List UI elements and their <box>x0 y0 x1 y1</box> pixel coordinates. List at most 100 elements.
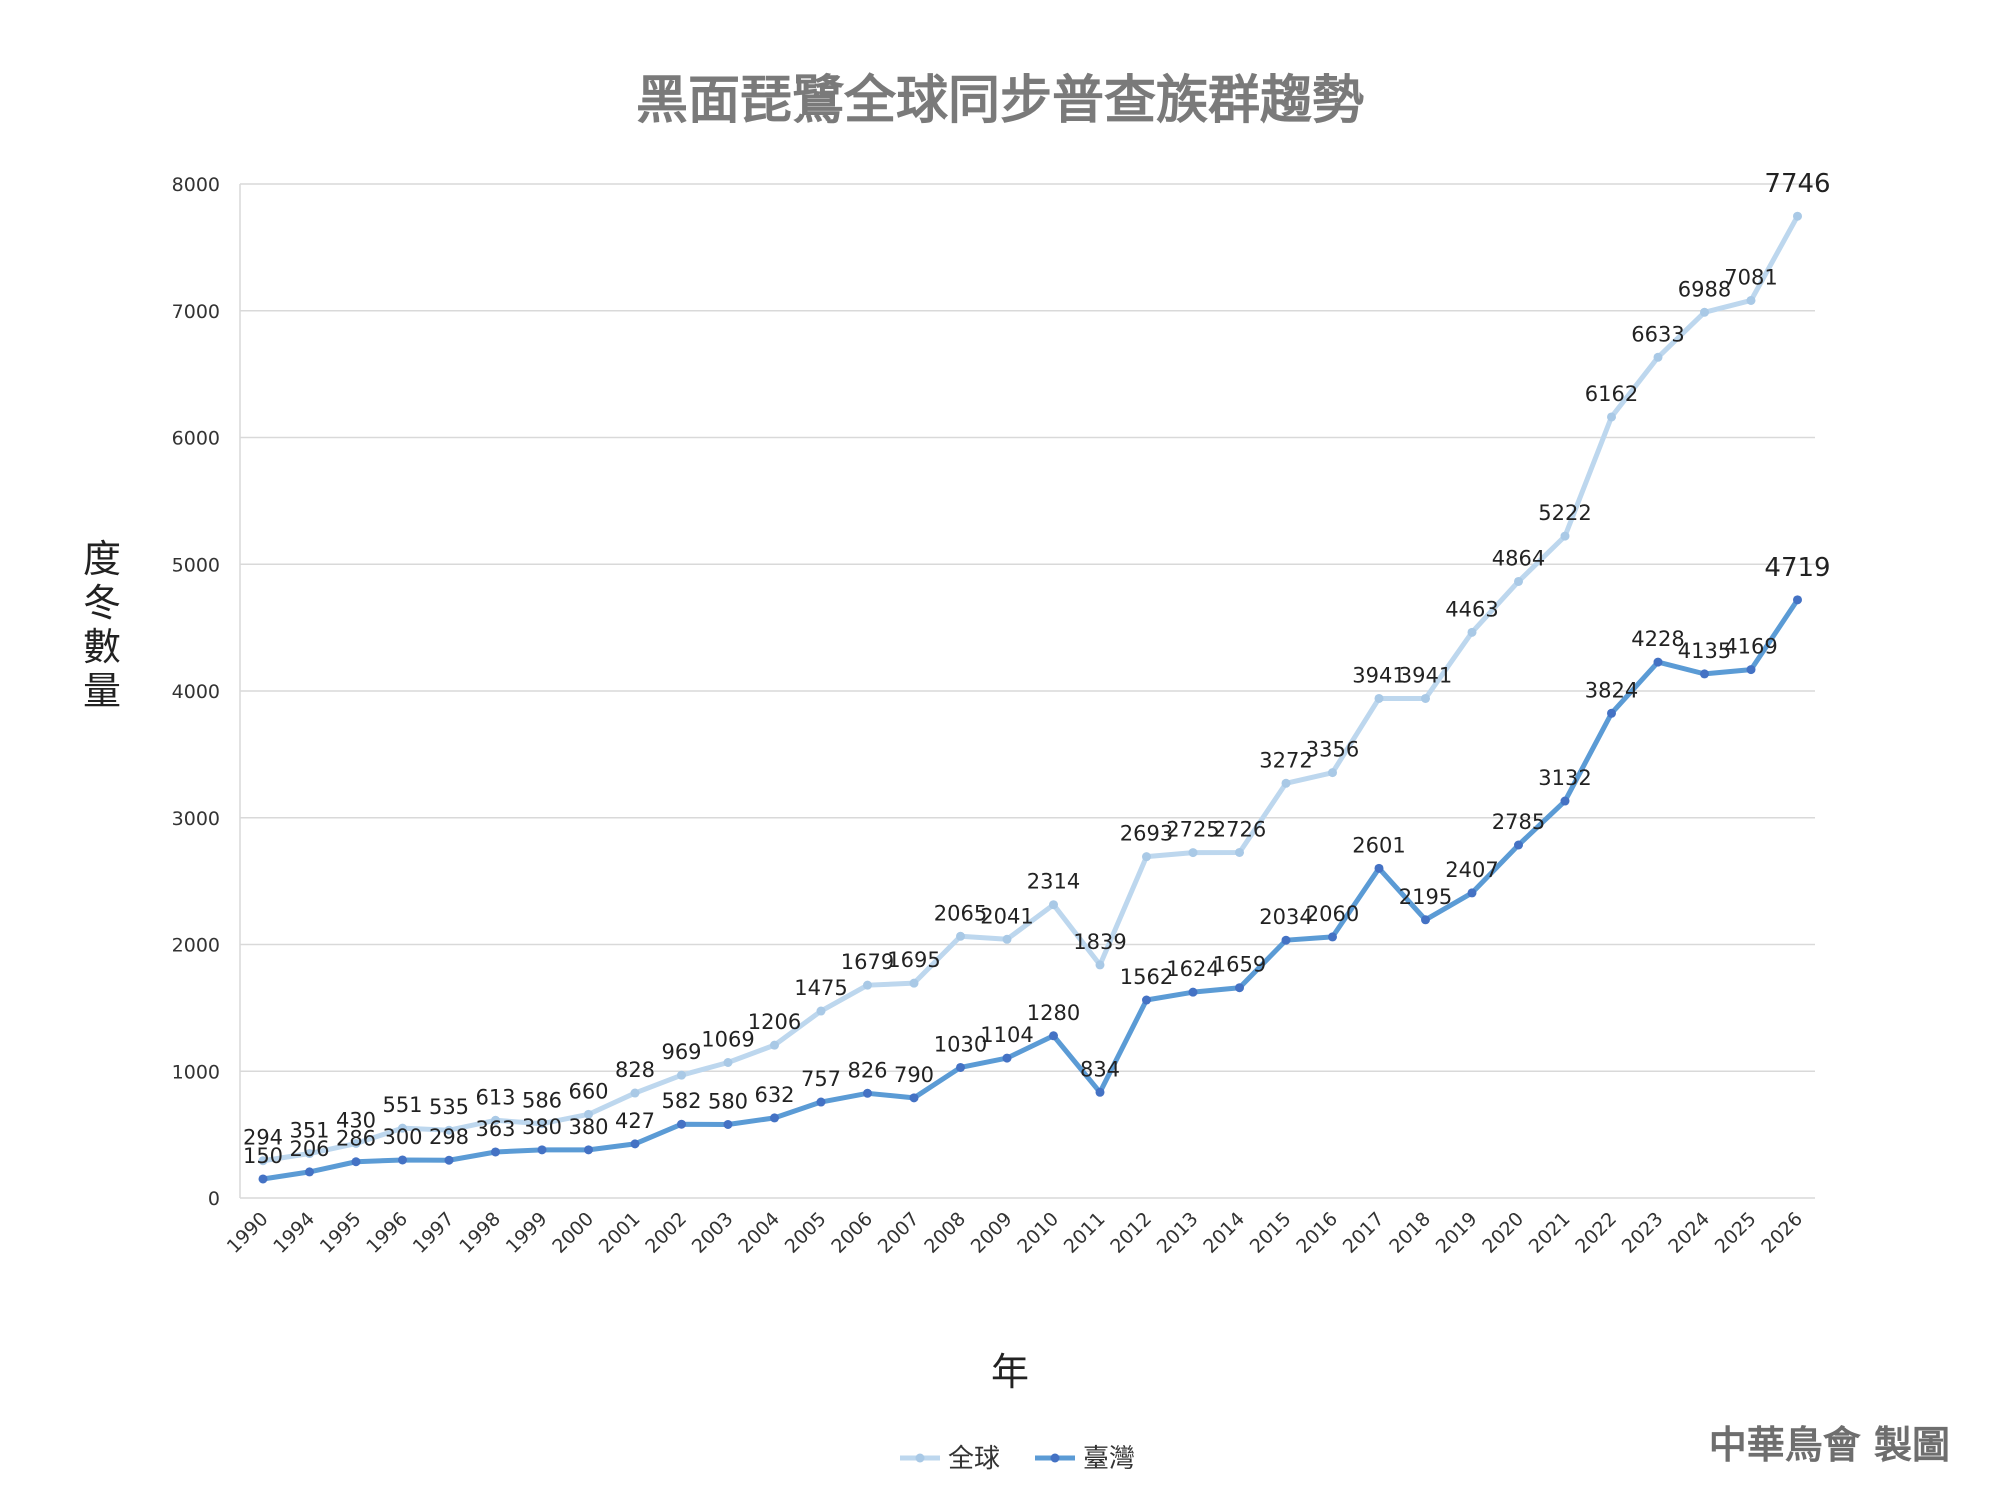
data-label: 5222 <box>1538 501 1591 525</box>
data-label: 2041 <box>980 904 1033 928</box>
data-point <box>1002 934 1012 944</box>
data-point <box>1421 915 1430 925</box>
data-label: 1562 <box>1120 965 1173 989</box>
data-label: 300 <box>382 1125 422 1149</box>
data-label: 298 <box>429 1125 469 1149</box>
data-label: 6633 <box>1631 322 1684 346</box>
data-point <box>1328 932 1337 942</box>
data-label: 551 <box>382 1093 422 1117</box>
data-point <box>1467 627 1477 637</box>
data-label: 2065 <box>934 901 987 925</box>
data-point <box>1746 295 1756 305</box>
data-point <box>305 1167 314 1177</box>
y-tick-label: 4000 <box>172 681 220 703</box>
y-tick-label: 2000 <box>172 935 220 957</box>
data-point <box>1514 840 1523 850</box>
data-point <box>1607 412 1616 422</box>
data-label: 1104 <box>980 1023 1033 1047</box>
data-point <box>1653 352 1663 362</box>
data-label: 535 <box>429 1095 469 1119</box>
x-tick-label: 1995 <box>316 1208 366 1258</box>
data-point <box>1746 665 1756 675</box>
x-tick-label: 2008 <box>920 1208 970 1258</box>
data-label: 2060 <box>1306 902 1359 926</box>
data-point <box>770 1113 779 1123</box>
series-group <box>258 211 1802 1184</box>
data-point <box>1328 768 1337 778</box>
data-label: 2693 <box>1120 822 1173 846</box>
data-point <box>1560 531 1570 541</box>
data-label: 969 <box>661 1040 701 1064</box>
data-label: 2785 <box>1492 810 1545 834</box>
data-point <box>1281 778 1291 788</box>
data-label: 1679 <box>841 950 894 974</box>
x-axis-ticks: 1990199419951996199719981999200020012002… <box>223 1208 1807 1258</box>
x-tick-label: 2017 <box>1339 1208 1389 1258</box>
data-label: 380 <box>522 1115 562 1139</box>
data-label: 826 <box>847 1058 887 1082</box>
data-label: 834 <box>1080 1057 1120 1081</box>
data-point <box>491 1147 500 1157</box>
data-label: 380 <box>568 1115 608 1139</box>
x-tick-label: 2020 <box>1478 1208 1528 1258</box>
x-tick-label: 2010 <box>1013 1208 1063 1258</box>
data-label: 3272 <box>1259 748 1312 772</box>
data-point <box>584 1145 593 1155</box>
y-tick-label: 7000 <box>172 301 220 323</box>
data-point <box>258 1174 268 1184</box>
gridlines <box>239 183 1815 1199</box>
legend-marker <box>1050 1453 1060 1463</box>
data-point <box>1700 307 1709 317</box>
x-tick-label: 2001 <box>595 1208 645 1258</box>
data-point <box>537 1119 547 1129</box>
data-label: 4228 <box>1631 627 1684 651</box>
data-label: 3132 <box>1538 766 1591 790</box>
data-label: 6162 <box>1585 382 1638 406</box>
data-label: 3824 <box>1585 678 1638 702</box>
y-tick-label: 3000 <box>172 808 220 830</box>
data-point <box>1002 1053 1012 1063</box>
data-point <box>1142 852 1151 862</box>
data-label: 1695 <box>887 948 940 972</box>
data-point <box>1188 987 1198 997</box>
data-point <box>909 978 919 988</box>
y-tick-label: 6000 <box>172 428 220 450</box>
data-label: 2195 <box>1399 885 1452 909</box>
data-label: 828 <box>615 1058 655 1082</box>
legend-label: 臺灣 <box>1083 1444 1135 1474</box>
y-tick-label: 8000 <box>172 174 220 196</box>
x-tick-label: 2015 <box>1246 1208 1296 1258</box>
data-label: 2034 <box>1259 905 1312 929</box>
data-label: 1206 <box>748 1010 801 1034</box>
data-point <box>677 1070 686 1080</box>
data-label: 430 <box>336 1108 376 1132</box>
data-label: 1475 <box>794 976 847 1000</box>
data-label: 757 <box>801 1067 841 1091</box>
y-axis-title: 度冬數量 <box>83 537 121 713</box>
y-tick-label: 0 <box>208 1188 220 1210</box>
data-label: 660 <box>568 1079 608 1103</box>
data-label: 351 <box>289 1119 329 1143</box>
x-tick-label: 1996 <box>362 1208 412 1258</box>
x-tick-label: 1999 <box>502 1208 552 1258</box>
x-tick-label: 2011 <box>1060 1208 1110 1258</box>
data-label: 206 <box>289 1137 329 1161</box>
data-point <box>1700 669 1709 679</box>
data-label: 3356 <box>1306 738 1359 762</box>
data-point <box>630 1139 640 1149</box>
data-point <box>630 1088 640 1098</box>
data-label: 580 <box>708 1089 748 1113</box>
data-point <box>1514 576 1523 586</box>
data-label: 3941 <box>1352 663 1405 687</box>
series-line-0 <box>260 213 1800 1164</box>
data-point <box>1142 995 1151 1005</box>
data-label: 4864 <box>1492 546 1545 570</box>
series-line-1 <box>260 597 1800 1182</box>
data-label: 1280 <box>1027 1001 1080 1025</box>
x-tick-label: 1998 <box>455 1208 505 1258</box>
data-point <box>1374 863 1384 873</box>
x-axis-title: 年 <box>991 1350 1029 1394</box>
data-label: 2726 <box>1213 817 1266 841</box>
data-point <box>444 1155 454 1165</box>
